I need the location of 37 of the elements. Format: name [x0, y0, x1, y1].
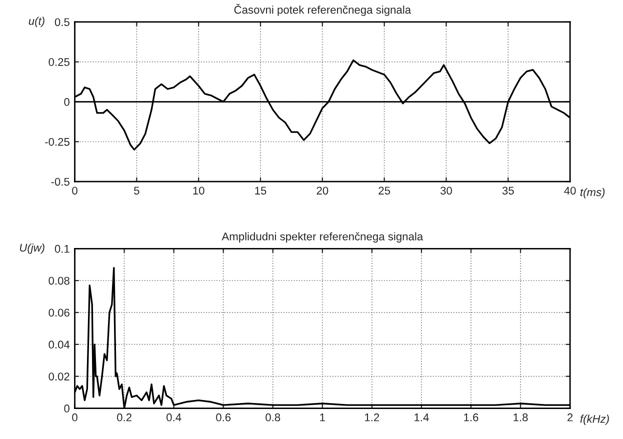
x-tick-label: 40 — [564, 186, 576, 195]
x-tick-label: 25 — [378, 186, 390, 195]
x-tick-label: 5 — [134, 186, 140, 195]
y-tick-label: 0.06 — [48, 308, 70, 317]
x-tick-label: 0.8 — [266, 413, 280, 422]
x-tick-label: 35 — [502, 186, 514, 195]
x-tick-label: 2 — [568, 413, 573, 422]
chart-title: Časovni potek referenčnega signala — [234, 4, 412, 16]
x-axis-title: t(ms) — [580, 188, 605, 198]
x-tick-label: 1 — [320, 414, 325, 422]
y-tick-label: 0.04 — [48, 340, 70, 349]
y-tick-label: 0.08 — [48, 276, 70, 285]
y-axis-title: u(t) — [28, 16, 44, 28]
y-tick-label: 0.02 — [48, 372, 70, 380]
x-tick-label: 15 — [255, 186, 266, 195]
x-tick-label: 0.2 — [117, 413, 132, 422]
x-tick-label: 30 — [440, 186, 452, 195]
x-axis-title: f(kHz) — [580, 414, 609, 426]
y-tick-label: 0.5 — [54, 18, 70, 26]
x-tick-label: 20 — [316, 186, 328, 195]
x-tick-label: 1.4 — [414, 414, 429, 422]
y-tick-label: 0.25 — [48, 58, 70, 66]
y-tick-label: 0.1 — [54, 244, 70, 253]
chart-title: Amplidudni spekter referenčnega signala — [222, 232, 424, 243]
y-tick-label: 0 — [64, 404, 70, 412]
y-tick-label: -0.25 — [45, 138, 70, 146]
x-tick-label: 0.6 — [216, 413, 231, 422]
x-tick-label: 10 — [193, 186, 204, 195]
x-tick-label: 1.2 — [365, 413, 380, 422]
y-tick-label: 0 — [64, 98, 70, 106]
x-tick-label: 1.8 — [514, 413, 528, 422]
x-tick-label: 0 — [72, 186, 78, 195]
y-tick-label: -0.5 — [51, 178, 70, 186]
y-axis-title: U(jw) — [20, 243, 44, 254]
x-tick-label: 0.4 — [166, 413, 182, 422]
x-tick-label: 1.6 — [464, 413, 478, 422]
x-tick-label: 0 — [72, 413, 78, 422]
